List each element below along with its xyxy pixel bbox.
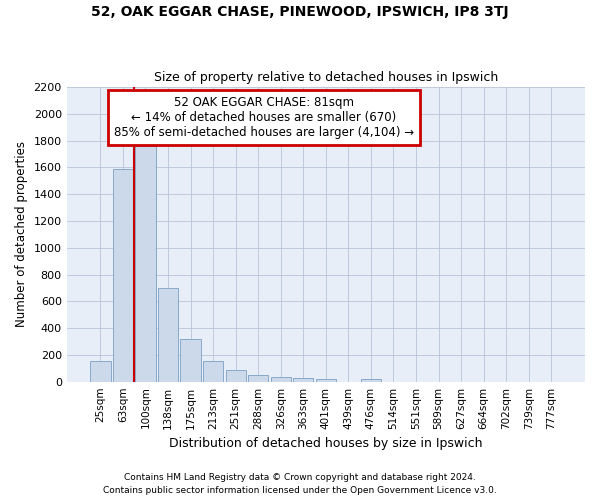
- Text: Contains HM Land Registry data © Crown copyright and database right 2024.
Contai: Contains HM Land Registry data © Crown c…: [103, 474, 497, 495]
- Bar: [113, 170, 133, 382]
- Title: Size of property relative to detached houses in Ipswich: Size of property relative to detached ho…: [154, 72, 498, 85]
- Text: 52 OAK EGGAR CHASE: 81sqm
← 14% of detached houses are smaller (670)
85% of semi: 52 OAK EGGAR CHASE: 81sqm ← 14% of detac…: [113, 96, 413, 139]
- Bar: [203, 361, 223, 382]
- Bar: [226, 370, 246, 382]
- Bar: [136, 146, 155, 382]
- Bar: [293, 378, 313, 382]
- Bar: [90, 361, 110, 382]
- Text: 52, OAK EGGAR CHASE, PINEWOOD, IPSWICH, IP8 3TJ: 52, OAK EGGAR CHASE, PINEWOOD, IPSWICH, …: [91, 5, 509, 19]
- Bar: [316, 379, 336, 382]
- Bar: [361, 379, 381, 382]
- Bar: [158, 288, 178, 382]
- Bar: [248, 375, 268, 382]
- Bar: [271, 377, 291, 382]
- Y-axis label: Number of detached properties: Number of detached properties: [15, 142, 28, 328]
- X-axis label: Distribution of detached houses by size in Ipswich: Distribution of detached houses by size …: [169, 437, 482, 450]
- Bar: [181, 340, 201, 382]
